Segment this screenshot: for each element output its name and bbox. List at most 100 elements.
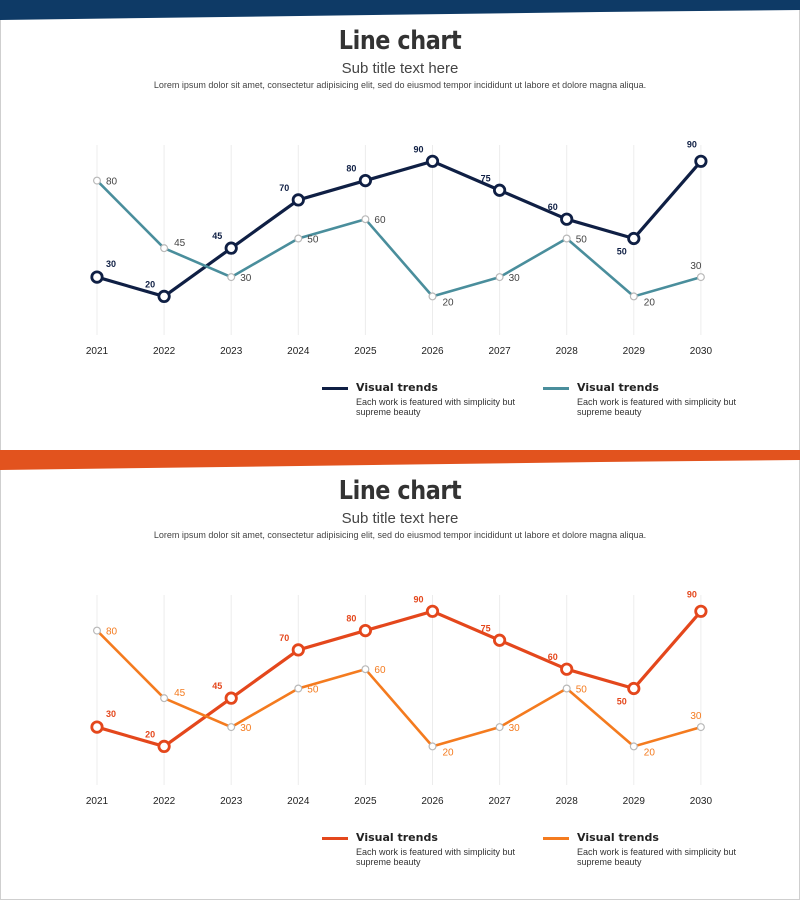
data-point-s2-2030[interactable] bbox=[696, 723, 705, 732]
data-point-s1-2021[interactable] bbox=[90, 270, 104, 284]
data-label-s1-2024: 70 bbox=[279, 183, 289, 193]
data-label-s2-2027: 30 bbox=[509, 723, 521, 734]
data-point-s2-2022[interactable] bbox=[160, 244, 169, 253]
data-point-s2-2028[interactable] bbox=[562, 234, 571, 243]
data-point-s1-2029[interactable] bbox=[627, 231, 641, 246]
legend-swatch bbox=[543, 837, 569, 840]
x-tick-label: 2024 bbox=[287, 796, 310, 807]
data-label-s2-2023: 30 bbox=[240, 723, 252, 734]
data-point-s1-2027[interactable] bbox=[492, 633, 507, 647]
legend-swatch bbox=[322, 387, 348, 390]
data-label-s1-2028: 60 bbox=[548, 652, 558, 662]
data-label-s1-2029: 50 bbox=[617, 697, 627, 707]
legend-label: Visual trends bbox=[356, 381, 438, 394]
data-point-s1-2030[interactable] bbox=[694, 604, 708, 618]
data-point-s1-2024[interactable] bbox=[291, 193, 305, 207]
data-point-s1-2023[interactable] bbox=[224, 241, 238, 255]
data-point-s1-2022[interactable] bbox=[157, 289, 171, 303]
x-tick-label: 2023 bbox=[220, 796, 243, 807]
chart-description: Lorem ipsum dolor sit amet, consectetur … bbox=[153, 80, 647, 90]
data-point-s1-2022[interactable] bbox=[157, 739, 171, 753]
data-point-s2-2021[interactable] bbox=[92, 626, 101, 635]
data-point-s1-2028[interactable] bbox=[560, 662, 574, 676]
data-point-s2-2029[interactable] bbox=[629, 292, 638, 301]
x-tick-label: 2026 bbox=[421, 346, 444, 357]
legend-label: Visual trends bbox=[577, 381, 659, 394]
chart-subtitle: Sub title text here bbox=[341, 60, 459, 77]
data-label-s2-2024: 50 bbox=[307, 235, 319, 246]
header-banner-top bbox=[0, 0, 800, 20]
x-tick-label: 2021 bbox=[86, 346, 109, 357]
data-label-s2-2026: 20 bbox=[443, 747, 455, 758]
legend-label: Visual trends bbox=[356, 831, 438, 844]
x-tick-label: 2030 bbox=[690, 346, 713, 357]
series-line-1 bbox=[96, 609, 703, 748]
data-label-s1-2026: 90 bbox=[413, 144, 423, 154]
data-label-s2-2029: 20 bbox=[644, 297, 656, 308]
x-tick-label: 2027 bbox=[488, 346, 511, 357]
data-point-s1-2024[interactable] bbox=[291, 643, 305, 657]
line-chart-bottom: 2021 2022 2023 2024 2025 2026 2027 2028 2029 2030… bbox=[86, 589, 713, 807]
data-label-s2-2021: 80 bbox=[106, 177, 118, 188]
data-label-s2-2030: 30 bbox=[690, 711, 702, 722]
data-point-s2-2025[interactable] bbox=[361, 215, 370, 224]
data-point-s2-2029[interactable] bbox=[629, 742, 638, 751]
data-label-s1-2030: 90 bbox=[687, 589, 697, 599]
data-point-s1-2023[interactable] bbox=[224, 691, 238, 705]
legend-description: Each work is featured with simplicity bu… bbox=[356, 397, 516, 417]
data-point-s1-2026[interactable] bbox=[425, 154, 440, 168]
legend-description: Each work is featured with simplicity bu… bbox=[577, 397, 737, 417]
data-label-s1-2029: 50 bbox=[617, 247, 627, 257]
data-label-s1-2028: 60 bbox=[548, 202, 558, 212]
data-point-s2-2023[interactable] bbox=[227, 723, 236, 732]
data-point-s1-2021[interactable] bbox=[90, 720, 104, 734]
data-point-s2-2023[interactable] bbox=[227, 273, 236, 282]
x-tick-label: 2022 bbox=[153, 796, 176, 807]
data-point-s2-2025[interactable] bbox=[361, 665, 370, 674]
data-point-s2-2024[interactable] bbox=[294, 234, 303, 243]
x-tick-label: 2028 bbox=[556, 796, 579, 807]
data-label-s1-2021: 30 bbox=[106, 709, 116, 719]
data-point-s1-2028[interactable] bbox=[560, 212, 574, 226]
data-label-s1-2021: 30 bbox=[106, 259, 116, 269]
chart-title: Line chart bbox=[338, 26, 462, 56]
x-tick-label: 2027 bbox=[488, 796, 511, 807]
data-point-s1-2026[interactable] bbox=[425, 604, 440, 618]
legend-label: Visual trends bbox=[577, 831, 659, 844]
data-label-s2-2028: 50 bbox=[576, 685, 588, 696]
data-label-s1-2022: 20 bbox=[145, 729, 155, 739]
data-label-s1-2022: 20 bbox=[145, 279, 155, 289]
chart-subtitle: Sub title text here bbox=[341, 510, 459, 527]
data-label-s1-2027: 75 bbox=[481, 173, 491, 183]
data-point-s1-2025[interactable] bbox=[358, 174, 372, 188]
x-tick-label: 2029 bbox=[623, 796, 646, 807]
data-label-s1-2023: 45 bbox=[212, 681, 222, 691]
data-point-s1-2027[interactable] bbox=[492, 183, 507, 197]
legend-description: Each work is featured with simplicity bu… bbox=[577, 847, 737, 867]
data-point-s1-2025[interactable] bbox=[358, 624, 372, 638]
header-banner-bottom bbox=[0, 450, 800, 470]
data-point-s2-2030[interactable] bbox=[696, 273, 705, 282]
data-label-s2-2028: 50 bbox=[576, 235, 588, 246]
data-point-s1-2030[interactable] bbox=[694, 154, 708, 168]
data-label-s1-2026: 90 bbox=[413, 594, 423, 604]
legend-swatch bbox=[322, 837, 348, 840]
line-chart-top: 2021 2022 2023 2024 2025 2026 2027 2028 2029 2030… bbox=[86, 139, 713, 357]
x-tick-label: 2024 bbox=[287, 346, 310, 357]
data-point-s2-2021[interactable] bbox=[92, 176, 101, 185]
data-point-s2-2022[interactable] bbox=[160, 694, 169, 703]
data-point-s2-2026[interactable] bbox=[428, 292, 437, 301]
data-point-s2-2027[interactable] bbox=[495, 723, 504, 732]
data-point-s2-2027[interactable] bbox=[495, 273, 504, 282]
data-point-s2-2028[interactable] bbox=[562, 684, 571, 693]
data-label-s1-2023: 45 bbox=[212, 231, 222, 241]
legend-description: Each work is featured with simplicity bu… bbox=[356, 847, 516, 867]
data-label-s2-2025: 60 bbox=[374, 665, 386, 676]
data-point-s2-2026[interactable] bbox=[428, 742, 437, 751]
data-point-s1-2029[interactable] bbox=[627, 681, 641, 696]
data-label-s2-2025: 60 bbox=[374, 215, 386, 226]
data-label-s2-2021: 80 bbox=[106, 627, 118, 638]
x-tick-label: 2029 bbox=[623, 346, 646, 357]
data-point-s2-2024[interactable] bbox=[294, 684, 303, 693]
data-label-s1-2025: 80 bbox=[346, 614, 356, 624]
